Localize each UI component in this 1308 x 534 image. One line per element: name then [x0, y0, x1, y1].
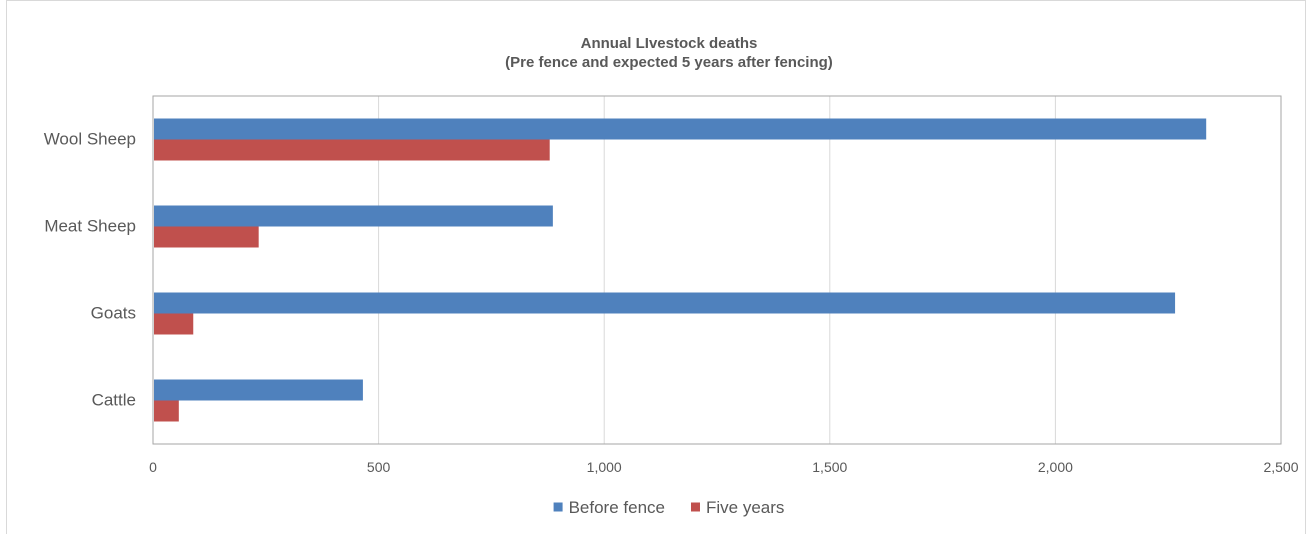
bar-five-years	[154, 400, 179, 422]
x-tick-label: 2,500	[1263, 459, 1298, 475]
bar-five-years	[154, 313, 194, 335]
bars	[154, 118, 1207, 422]
x-tick-label: 1,500	[812, 459, 847, 475]
legend-swatch	[690, 502, 700, 512]
category-label: Goats	[91, 304, 136, 323]
bar-five-years	[154, 226, 259, 248]
category-label: Meat Sheep	[44, 217, 136, 236]
bar-five-years	[154, 139, 550, 161]
bar-before-fence	[154, 118, 1207, 140]
chart-title: Annual LIvestock deaths	[581, 35, 758, 52]
category-labels: Cattle Goats Meat Sheep Wool Sheep	[44, 130, 136, 410]
plot-area	[152, 95, 1282, 445]
legend-label: Five years	[706, 498, 784, 517]
x-tick-label: 1,000	[587, 459, 622, 475]
chart-subtitle: (Pre fence and expected 5 years after fe…	[505, 54, 833, 71]
x-tick-label: 0	[149, 459, 157, 475]
x-tick-labels: 0 500 1,000 1,500 2,000 2,500	[149, 459, 1299, 475]
chart-frame	[6, 0, 1306, 534]
category-label: Cattle	[92, 391, 136, 410]
x-tick-label: 2,000	[1038, 459, 1073, 475]
legend: Before fence Five years	[553, 498, 784, 517]
legend-label: Before fence	[569, 498, 665, 517]
x-tick-label: 500	[367, 459, 391, 475]
bar-before-fence	[154, 292, 1176, 314]
legend-swatch	[553, 502, 563, 512]
bar-before-fence	[154, 205, 553, 227]
category-label: Wool Sheep	[44, 130, 136, 149]
bar-before-fence	[154, 379, 363, 401]
